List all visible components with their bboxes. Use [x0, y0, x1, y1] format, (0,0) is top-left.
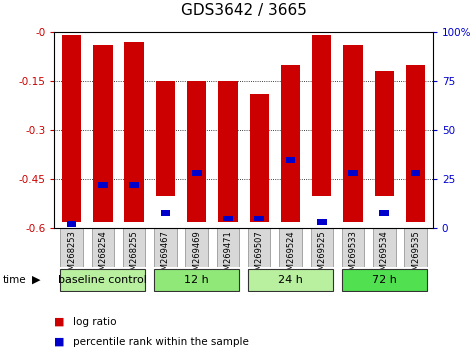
Text: ▶: ▶	[32, 275, 41, 285]
Text: GSM269467: GSM269467	[161, 230, 170, 281]
Bar	[342, 228, 364, 267]
Bar	[375, 71, 394, 195]
Bar	[248, 228, 271, 267]
Text: GSM269469: GSM269469	[192, 230, 201, 281]
Text: GSM269507: GSM269507	[255, 230, 264, 281]
Bar	[61, 228, 83, 267]
Text: GSM269471: GSM269471	[223, 230, 232, 281]
Bar	[217, 228, 239, 267]
Bar	[379, 210, 389, 216]
Bar	[61, 268, 145, 291]
Bar	[279, 228, 302, 267]
Bar	[248, 268, 333, 291]
Text: time: time	[2, 275, 26, 285]
Text: percentile rank within the sample: percentile rank within the sample	[73, 337, 249, 347]
Bar	[411, 170, 420, 176]
Bar	[124, 42, 144, 222]
Text: baseline control: baseline control	[59, 275, 147, 285]
Bar	[223, 216, 233, 222]
Text: log ratio: log ratio	[73, 317, 117, 327]
Bar	[286, 156, 295, 162]
Bar	[154, 268, 239, 291]
Bar	[310, 228, 333, 267]
Bar	[373, 228, 395, 267]
Bar	[67, 222, 77, 227]
Bar	[185, 228, 208, 267]
Bar	[156, 81, 175, 195]
Text: GSM268255: GSM268255	[130, 230, 139, 281]
Text: ■: ■	[54, 317, 65, 327]
Bar	[160, 210, 170, 216]
Text: 24 h: 24 h	[278, 275, 303, 285]
Bar	[62, 35, 81, 222]
Bar	[343, 45, 363, 222]
Bar	[312, 35, 332, 195]
Bar	[406, 65, 425, 222]
Text: ■: ■	[54, 337, 65, 347]
Bar	[348, 170, 358, 176]
Bar	[281, 65, 300, 222]
Bar	[342, 268, 427, 291]
Bar	[129, 182, 139, 188]
Bar	[123, 228, 145, 267]
Text: 72 h: 72 h	[372, 275, 397, 285]
Bar	[92, 228, 114, 267]
Bar	[404, 228, 427, 267]
Bar	[187, 81, 206, 222]
Text: GDS3642 / 3665: GDS3642 / 3665	[181, 3, 307, 18]
Text: GSM269534: GSM269534	[380, 230, 389, 281]
Text: GSM269525: GSM269525	[317, 230, 326, 281]
Bar	[98, 182, 108, 188]
Bar	[218, 81, 237, 222]
Bar	[254, 216, 264, 222]
Text: GSM268254: GSM268254	[98, 230, 107, 281]
Bar	[154, 228, 177, 267]
Text: GSM269533: GSM269533	[349, 230, 358, 281]
Text: GSM269535: GSM269535	[411, 230, 420, 281]
Text: GSM268253: GSM268253	[67, 230, 76, 281]
Bar	[93, 45, 113, 222]
Bar	[317, 219, 327, 225]
Bar	[192, 170, 201, 176]
Text: GSM269524: GSM269524	[286, 230, 295, 281]
Text: 12 h: 12 h	[184, 275, 209, 285]
Bar	[250, 94, 269, 222]
